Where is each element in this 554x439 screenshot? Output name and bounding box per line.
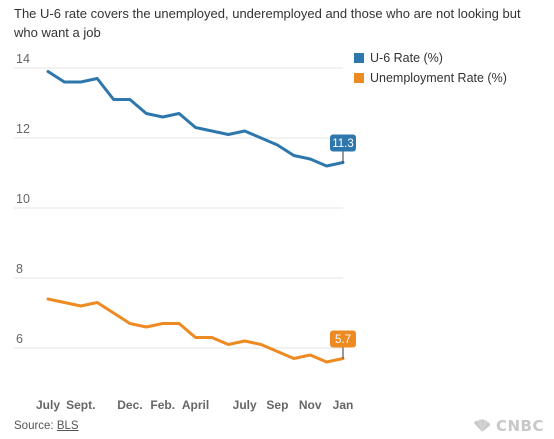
legend: U-6 Rate (%) Unemployment Rate (%) bbox=[354, 48, 507, 88]
x-tick-label: Feb. bbox=[150, 398, 175, 412]
legend-item-unemployment: Unemployment Rate (%) bbox=[354, 68, 507, 88]
source-note: Source: BLS bbox=[14, 420, 79, 432]
end-label-1: 5.7 bbox=[335, 334, 351, 346]
x-tick-label: Dec. bbox=[117, 398, 142, 412]
end-label-box bbox=[330, 330, 356, 348]
source-label: Source: bbox=[14, 420, 54, 432]
y-tick-label: 8 bbox=[16, 262, 23, 276]
x-tick-label: Sep bbox=[266, 398, 288, 412]
x-tick-label: Sept. bbox=[66, 398, 95, 412]
x-tick-label: Jan bbox=[333, 398, 354, 412]
cnbc-wordmark: CNBC bbox=[495, 417, 544, 435]
legend-label-unemployment: Unemployment Rate (%) bbox=[370, 71, 507, 85]
end-label-box bbox=[330, 134, 356, 152]
source-link[interactable]: BLS bbox=[56, 420, 79, 432]
legend-label-u6: U-6 Rate (%) bbox=[370, 51, 443, 65]
series-line-1 bbox=[46, 297, 345, 364]
peacock-icon bbox=[473, 419, 491, 432]
legend-swatch-unemployment bbox=[354, 73, 364, 83]
x-tick-label: Nov bbox=[299, 398, 322, 412]
legend-swatch-u6 bbox=[354, 53, 364, 63]
y-tick-label: 10 bbox=[16, 192, 30, 206]
y-tick-label: 14 bbox=[16, 52, 30, 66]
x-tick-label: April bbox=[182, 398, 209, 412]
x-tick-label: July bbox=[36, 398, 60, 412]
end-label-0: 11.3 bbox=[332, 138, 354, 150]
legend-item-u6: U-6 Rate (%) bbox=[354, 48, 507, 68]
x-tick-label: July bbox=[233, 398, 257, 412]
cnbc-logo: CNBC bbox=[471, 417, 544, 435]
y-tick-label: 12 bbox=[16, 122, 30, 136]
y-tick-label: 6 bbox=[16, 332, 23, 346]
series-line-0 bbox=[46, 70, 345, 168]
chart-subtitle: The U-6 rate covers the unemployed, unde… bbox=[14, 6, 521, 40]
